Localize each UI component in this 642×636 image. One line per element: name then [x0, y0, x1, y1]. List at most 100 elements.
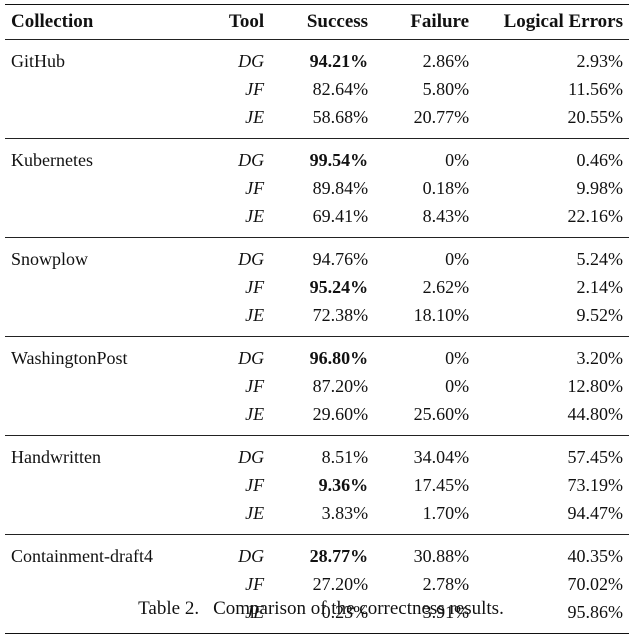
cell-collection	[5, 373, 200, 399]
cell-logical-errors: 73.19%	[567, 474, 624, 495]
cell-tool: JE	[245, 403, 265, 424]
cell-success: 82.64%	[312, 78, 369, 99]
cell-logical-errors: 94.47%	[567, 502, 624, 523]
collection-group: Handwritten DG 8.51% 34.04% 57.45% JF 9.36% 17.…	[5, 436, 629, 535]
cell-collection: Kubernetes	[11, 149, 93, 170]
table-row: WashingtonPost DG 96.80% 0% 3.20%	[5, 337, 629, 374]
cell-logical-errors: 9.98%	[576, 177, 624, 198]
header-logical-errors: Logical Errors	[475, 4, 629, 40]
cell-failure: 18.10%	[413, 304, 470, 325]
cell-logical-errors: 2.14%	[576, 276, 624, 297]
cell-tool: DG	[238, 347, 265, 368]
cell-failure: 2.62%	[422, 276, 470, 297]
cell-collection	[5, 300, 200, 337]
cell-success: 28.77%	[309, 545, 369, 566]
cell-collection: Snowplow	[11, 248, 89, 269]
cell-tool: JE	[245, 205, 265, 226]
cell-tool: JE	[245, 106, 265, 127]
cell-tool: DG	[238, 248, 265, 269]
cell-tool: DG	[238, 50, 265, 71]
cell-logical-errors: 12.80%	[567, 375, 624, 396]
cell-collection	[5, 201, 200, 238]
table-row: GitHub DG 94.21% 2.86% 2.93%	[5, 40, 629, 77]
cell-tool: DG	[238, 545, 265, 566]
cell-collection: Handwritten	[11, 446, 101, 467]
table-row: JF 89.84% 0.18% 9.98%	[5, 175, 629, 201]
caption-text: Comparison of the correctness results.	[213, 598, 504, 619]
cell-tool: JF	[245, 276, 265, 297]
table-row: JE 69.41% 8.43% 22.16%	[5, 201, 629, 238]
cell-success: 8.51%	[321, 446, 369, 467]
cell-logical-errors: 20.55%	[567, 106, 624, 127]
table-row: Containment-draft4 DG 28.77% 30.88% 40.35%	[5, 535, 629, 572]
cell-logical-errors: 11.56%	[568, 78, 623, 99]
cell-collection	[5, 472, 200, 498]
cell-success: 69.41%	[312, 205, 369, 226]
cell-failure: 1.70%	[422, 502, 470, 523]
collection-group: GitHub DG 94.21% 2.86% 2.93% JF 82.64% 5.80% 11.…	[5, 40, 629, 139]
cell-failure: 0%	[445, 347, 470, 368]
cell-logical-errors: 95.86%	[567, 601, 624, 622]
cell-failure: 5.80%	[422, 78, 470, 99]
header-success: Success	[270, 4, 375, 40]
collection-group: Kubernetes DG 99.54% 0% 0.46% JF 89.84% 0.18% 9.…	[5, 139, 629, 238]
cell-success: 58.68%	[312, 106, 369, 127]
cell-collection	[5, 175, 200, 201]
cell-tool: JF	[245, 177, 265, 198]
table-row: JF 27.20% 2.78% 70.02%	[5, 571, 629, 597]
cell-failure: 0.18%	[422, 177, 470, 198]
cell-collection	[5, 274, 200, 300]
table-row: JE 0.23% 3.91% 95.86%	[5, 597, 629, 634]
cell-tool: JE	[245, 502, 265, 523]
cell-failure: 17.45%	[413, 474, 470, 495]
cell-success: 87.20%	[312, 375, 369, 396]
cell-collection	[5, 76, 200, 102]
cell-failure: 8.43%	[422, 205, 470, 226]
cell-collection	[5, 399, 200, 436]
cell-success: 95.24%	[309, 276, 369, 297]
cell-tool: JE	[245, 601, 265, 622]
cell-failure: 0%	[445, 149, 470, 170]
table-row: JE 3.83% 1.70% 94.47%	[5, 498, 629, 535]
cell-failure: 20.77%	[413, 106, 470, 127]
cell-tool: JF	[245, 573, 265, 594]
table-row: JF 82.64% 5.80% 11.56%	[5, 76, 629, 102]
cell-success: 29.60%	[312, 403, 369, 424]
cell-success: 0.23%	[321, 601, 369, 622]
cell-failure: 25.60%	[413, 403, 470, 424]
cell-collection: Containment-draft4	[11, 545, 153, 566]
cell-tool: JF	[245, 474, 265, 495]
cell-logical-errors: 44.80%	[567, 403, 624, 424]
cell-logical-errors: 57.45%	[567, 446, 624, 467]
cell-logical-errors: 5.24%	[576, 248, 624, 269]
table-row: JE 58.68% 20.77% 20.55%	[5, 102, 629, 139]
cell-collection	[5, 498, 200, 535]
cell-failure: 3.91%	[422, 601, 470, 622]
cell-success: 27.20%	[312, 573, 369, 594]
table-row: JF 87.20% 0% 12.80%	[5, 373, 629, 399]
cell-failure: 30.88%	[413, 545, 470, 566]
cell-success: 9.36%	[318, 474, 369, 495]
cell-logical-errors: 22.16%	[567, 205, 624, 226]
header-tool: Tool	[200, 4, 271, 40]
cell-collection	[5, 571, 200, 597]
table-row: JF 95.24% 2.62% 2.14%	[5, 274, 629, 300]
caption-label: Table 2.	[138, 598, 200, 619]
header-row: Collection Tool Success Failure Logical …	[5, 4, 629, 40]
cell-failure: 34.04%	[413, 446, 470, 467]
table-row: JE 72.38% 18.10% 9.52%	[5, 300, 629, 337]
collection-group: Containment-draft4 DG 28.77% 30.88% 40.35% JF…	[5, 535, 629, 634]
table-row: Snowplow DG 94.76% 0% 5.24%	[5, 238, 629, 275]
collection-group: WashingtonPost DG 96.80% 0% 3.20% JF 87.20% 0% 1…	[5, 337, 629, 436]
cell-success: 96.80%	[309, 347, 369, 368]
cell-tool: JE	[245, 304, 265, 325]
cell-success: 94.21%	[309, 50, 369, 71]
cell-collection: WashingtonPost	[11, 347, 128, 368]
results-table: Collection Tool Success Failure Logical …	[5, 4, 629, 634]
header-collection: Collection	[5, 4, 201, 40]
cell-success: 3.83%	[321, 502, 369, 523]
cell-logical-errors: 3.20%	[576, 347, 624, 368]
cell-tool: DG	[238, 446, 265, 467]
cell-success: 72.38%	[312, 304, 369, 325]
